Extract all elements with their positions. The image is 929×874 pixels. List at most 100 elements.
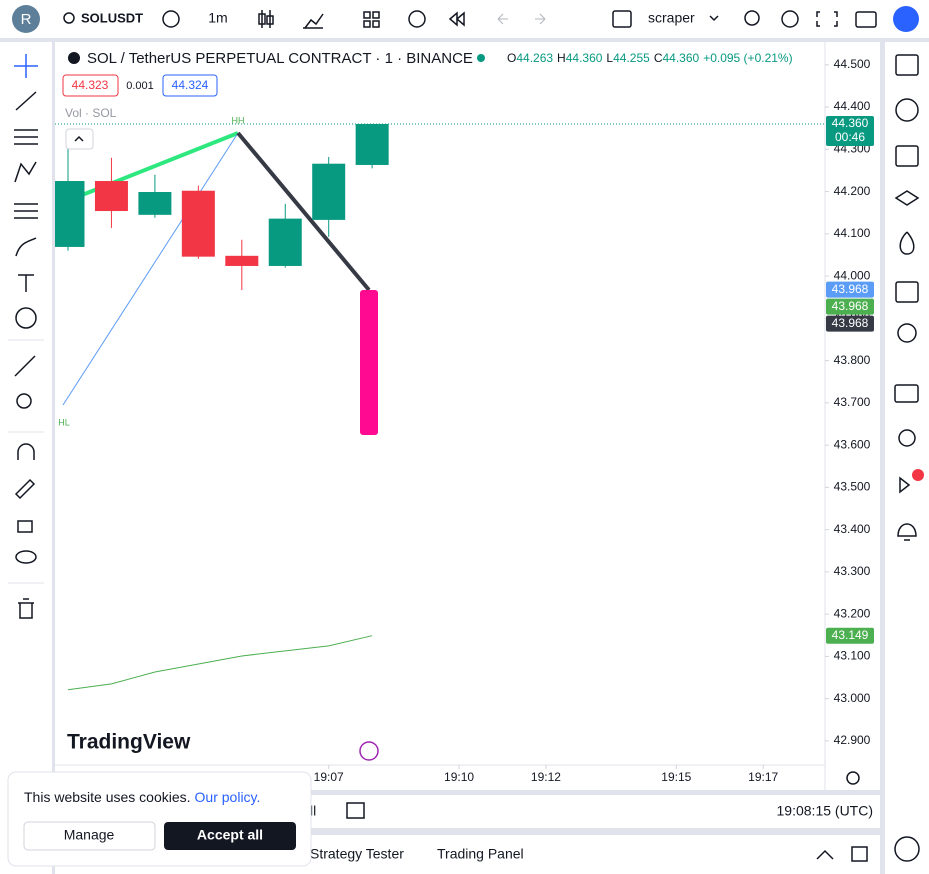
- hotlist-icon[interactable]: [899, 231, 915, 255]
- drawing-line: [236, 131, 371, 292]
- drawing-marker: [360, 290, 378, 435]
- fib-tool[interactable]: [14, 129, 38, 145]
- ideas-icon[interactable]: [897, 323, 917, 343]
- price-label: [826, 315, 874, 332]
- magnet-tool[interactable]: [17, 443, 35, 460]
- delete-tool[interactable]: [18, 598, 34, 619]
- cookie-text: This website uses cookies. Our policy.: [24, 789, 260, 805]
- layout-name[interactable]: scraper: [648, 10, 695, 26]
- interval[interactable]: 1m: [208, 10, 227, 26]
- candle-body: [268, 218, 302, 266]
- bid-box[interactable]: [62, 74, 119, 97]
- avatar-letter: R: [21, 11, 32, 28]
- manage-button[interactable]: [23, 821, 156, 851]
- notifications-icon[interactable]: [897, 523, 917, 541]
- layers-icon[interactable]: [894, 190, 920, 206]
- notification-dot: [912, 469, 924, 481]
- widget-icons: [894, 54, 920, 862]
- help-icon[interactable]: [894, 836, 920, 862]
- collapse-legend[interactable]: [65, 128, 94, 150]
- prediction-tool[interactable]: [14, 203, 38, 219]
- ohlc-value: 44.263: [516, 51, 553, 65]
- ask-box[interactable]: [162, 74, 218, 97]
- text-tool[interactable]: [18, 274, 34, 292]
- layouts-icon[interactable]: [363, 11, 380, 28]
- object-tree-icon[interactable]: [895, 145, 919, 167]
- volume-legend: Vol · SOL: [65, 106, 117, 120]
- annotation: HL: [58, 417, 70, 427]
- axis-settings[interactable]: [846, 771, 860, 785]
- collapse-icon: [74, 135, 84, 142]
- emoji-tool[interactable]: [15, 307, 37, 329]
- indicators-icon[interactable]: [303, 13, 324, 29]
- layout-checkbox[interactable]: [612, 10, 632, 28]
- y-tick-label: 44.500: [834, 57, 871, 71]
- x-tick-label: 19:17: [748, 770, 778, 784]
- drawing-line: [56, 131, 239, 207]
- zoom-tool[interactable]: [16, 393, 32, 409]
- avatar[interactable]: [12, 5, 40, 33]
- quick-search-icon[interactable]: [744, 10, 760, 26]
- brush-tool[interactable]: [15, 237, 37, 257]
- candle-body: [355, 123, 389, 165]
- cookie-banner: This website uses cookies. Our policy. Ma…: [7, 771, 312, 867]
- bottom-tab[interactable]: Strategy Tester: [310, 846, 404, 862]
- ohlc-values: O44.263 H44.360 L44.255 C44.360 +0.095 (+0.2…: [507, 51, 793, 65]
- add-symbol[interactable]: [162, 10, 180, 28]
- ohlc-value: 44.360: [662, 51, 699, 65]
- hide-tool[interactable]: [15, 550, 37, 564]
- search-icon[interactable]: [63, 12, 75, 24]
- accept-button[interactable]: [164, 822, 296, 850]
- pattern-tool[interactable]: [14, 161, 37, 183]
- x-tick-label: 19:15: [661, 770, 691, 784]
- y-tick-label: 43.800: [834, 353, 871, 367]
- y-tick-label: 43.300: [834, 564, 871, 578]
- price-label-text: 43.968: [832, 316, 869, 330]
- watchlist-icon[interactable]: [895, 54, 919, 76]
- replay-widget-icon[interactable]: [899, 476, 911, 494]
- bottom-tab[interactable]: Trading Panel: [437, 846, 524, 862]
- trend-line-tool[interactable]: [15, 91, 37, 111]
- lock-tool[interactable]: [17, 520, 33, 533]
- collapse-panel[interactable]: [816, 849, 834, 860]
- events-icon[interactable]: [359, 741, 379, 761]
- streams-icon[interactable]: [898, 429, 916, 447]
- chart-pane: [55, 42, 880, 790]
- chat-icon[interactable]: [894, 384, 919, 403]
- legend-title: SOL / TetherUS PERPETUAL CONTRACT · 1 · …: [87, 50, 473, 67]
- ohlc-label: O: [507, 51, 516, 65]
- publish-button[interactable]: [893, 6, 919, 32]
- chart-type-icon[interactable]: [258, 10, 274, 28]
- symbol[interactable]: SOLUSDT: [81, 10, 143, 25]
- plot-area: [55, 123, 825, 691]
- y-tick-label: 44.400: [834, 99, 871, 113]
- bottom-tab[interactable]: ll: [310, 803, 316, 819]
- accept-label: Accept all: [197, 827, 263, 843]
- lock-draw-tool[interactable]: [14, 478, 36, 500]
- price-label-countdown: 00:46: [835, 130, 865, 144]
- redo-icon[interactable]: [535, 13, 546, 25]
- y-tick-label: 43.700: [834, 395, 871, 409]
- snapshot-icon[interactable]: [855, 11, 877, 28]
- date-range-icon[interactable]: [346, 802, 365, 819]
- fullscreen-icon[interactable]: [816, 11, 838, 27]
- maximize-panel[interactable]: [851, 846, 868, 862]
- undo-icon[interactable]: [497, 13, 508, 25]
- y-tick-label: 43.200: [834, 606, 871, 620]
- ohlc-label: C: [654, 51, 663, 65]
- calendar-icon[interactable]: [895, 281, 919, 303]
- crosshair-tool[interactable]: [14, 54, 38, 78]
- cookie-link[interactable]: Our policy.: [195, 789, 261, 805]
- ohlc-label: L: [606, 51, 613, 65]
- settings-icon[interactable]: [781, 10, 799, 28]
- alert-icon[interactable]: [408, 10, 426, 28]
- alerts-icon[interactable]: [895, 98, 919, 122]
- y-tick-label: 43.500: [834, 480, 871, 494]
- replay-icon[interactable]: [448, 11, 465, 27]
- ruler-tool[interactable]: [14, 355, 36, 377]
- dropdown-icon[interactable]: [709, 15, 719, 22]
- price-label: [826, 298, 874, 315]
- annotation: HH: [232, 115, 245, 125]
